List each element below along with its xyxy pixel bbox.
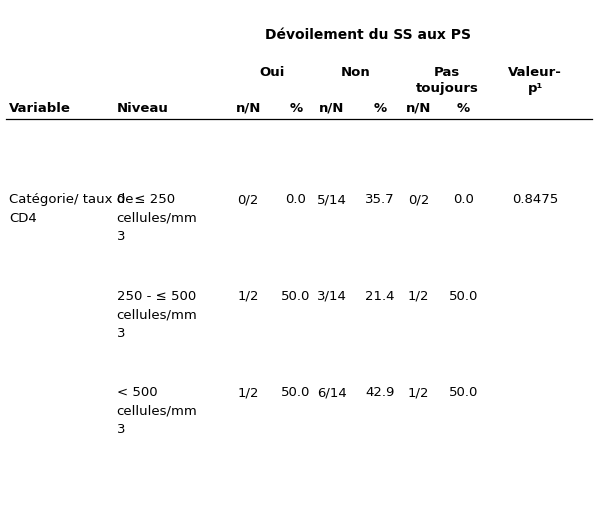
Text: 35.7: 35.7 [365, 193, 395, 206]
Text: < 500
cellules/mm
3: < 500 cellules/mm 3 [117, 386, 197, 436]
Text: %: % [289, 102, 303, 115]
Text: Niveau: Niveau [117, 102, 169, 115]
Text: Dévoilement du SS aux PS: Dévoilement du SS aux PS [265, 28, 471, 42]
Text: 50.0: 50.0 [448, 290, 478, 303]
Text: Variable: Variable [9, 102, 71, 115]
Text: 0.0: 0.0 [286, 193, 306, 206]
Text: Oui: Oui [260, 66, 285, 79]
Text: 6/14: 6/14 [317, 386, 347, 399]
Text: 0.8475: 0.8475 [512, 193, 559, 206]
Text: 50.0: 50.0 [281, 290, 311, 303]
Text: 0- ≤ 250
cellules/mm
3: 0- ≤ 250 cellules/mm 3 [117, 193, 197, 243]
Text: Valeur-
p¹: Valeur- p¹ [508, 66, 562, 95]
Text: n/N: n/N [236, 102, 261, 115]
Text: 1/2: 1/2 [408, 386, 429, 399]
Text: %: % [373, 102, 386, 115]
Text: %: % [457, 102, 470, 115]
Text: 1/2: 1/2 [408, 290, 429, 303]
Text: n/N: n/N [319, 102, 344, 115]
Text: 50.0: 50.0 [281, 386, 311, 399]
Text: Non: Non [341, 66, 371, 79]
Text: 250 - ≤ 500
cellules/mm
3: 250 - ≤ 500 cellules/mm 3 [117, 290, 197, 339]
Text: Pas
toujours: Pas toujours [416, 66, 478, 95]
Text: 21.4: 21.4 [365, 290, 395, 303]
Text: 42.9: 42.9 [365, 386, 395, 399]
Text: 1/2: 1/2 [237, 290, 259, 303]
Text: n/N: n/N [406, 102, 431, 115]
Text: 0/2: 0/2 [408, 193, 429, 206]
Text: 0/2: 0/2 [237, 193, 259, 206]
Text: 1/2: 1/2 [237, 386, 259, 399]
Text: 3/14: 3/14 [317, 290, 347, 303]
Text: 0.0: 0.0 [453, 193, 474, 206]
Text: 5/14: 5/14 [317, 193, 347, 206]
Text: Catégorie/ taux de
CD4: Catégorie/ taux de CD4 [9, 193, 133, 225]
Text: 50.0: 50.0 [448, 386, 478, 399]
